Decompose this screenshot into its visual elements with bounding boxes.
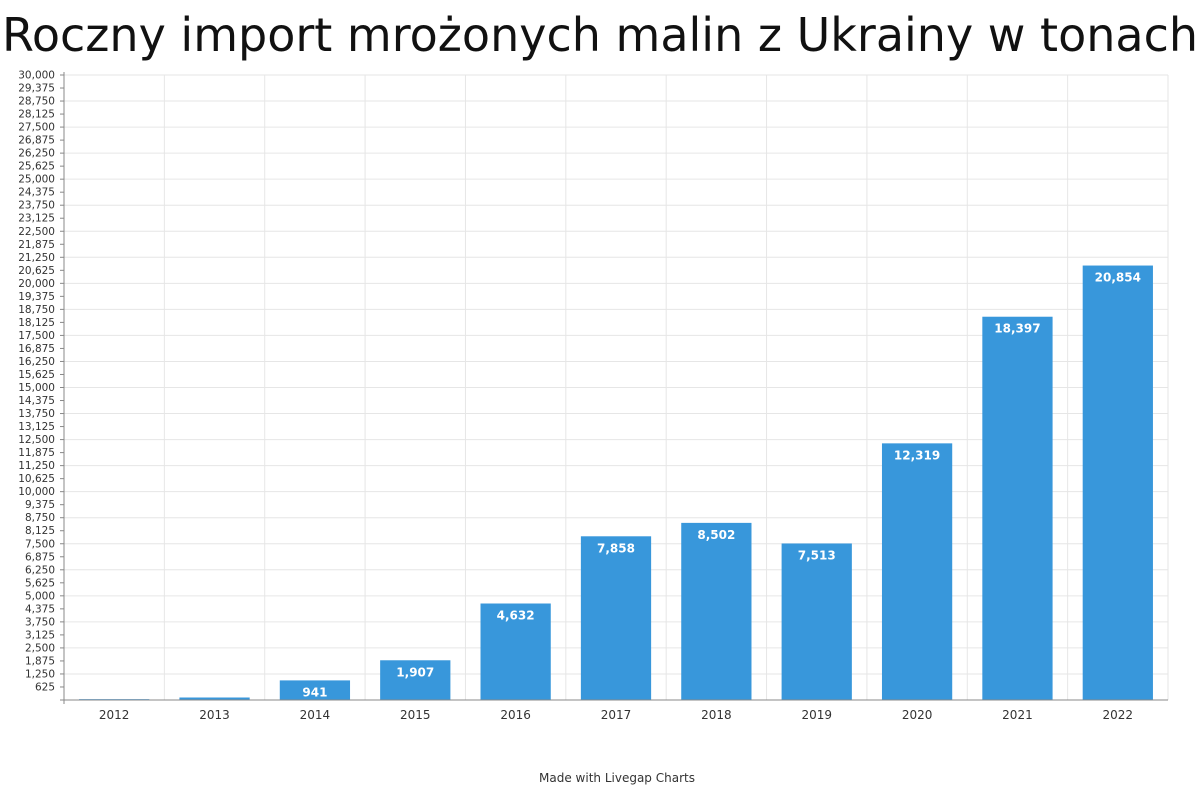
bar (380, 660, 451, 700)
y-tick-label: 18,125 (18, 317, 55, 329)
x-tick-label: 2016 (500, 708, 531, 722)
y-tick-label: 26,875 (18, 135, 55, 147)
y-tick-label: 26,250 (18, 148, 55, 160)
data-label: 1,907 (396, 665, 434, 679)
y-tick-label: 20,625 (18, 265, 55, 277)
y-tick-label: 21,875 (18, 239, 55, 251)
y-tick-label: 9,375 (25, 499, 55, 511)
y-tick-label: 27,500 (18, 122, 55, 134)
y-tick-label: 11,875 (18, 447, 55, 459)
y-tick-label: 6,250 (25, 564, 55, 576)
bar (781, 543, 852, 700)
y-tick-label: 6,875 (25, 551, 55, 563)
y-tick-label: 28,750 (18, 96, 55, 108)
y-tick-label: 17,500 (18, 330, 55, 342)
data-label: 4,632 (497, 609, 535, 623)
x-tick-label: 2013 (199, 708, 230, 722)
y-tick-label: 1,875 (25, 655, 55, 667)
y-tick-label: 24,375 (18, 187, 55, 199)
y-tick-label: 25,625 (18, 161, 55, 173)
x-tick-label: 2017 (601, 708, 632, 722)
x-tick-label: 2021 (1002, 708, 1033, 722)
bar (179, 697, 250, 700)
bar (480, 603, 551, 700)
x-tick-label: 2014 (300, 708, 331, 722)
data-label: 12,319 (894, 448, 940, 462)
data-labels: 941 1,907 4,632 7,858 8,502 7,513 12,319 18,397… (302, 271, 1141, 700)
y-tick-label: 5,000 (25, 590, 55, 602)
y-tick-label: 8,125 (25, 525, 55, 537)
y-tick-label: 20,000 (18, 278, 55, 290)
y-tick-label: 14,375 (18, 395, 55, 407)
data-label: 7,513 (798, 548, 836, 562)
y-tick-label: 22,500 (18, 226, 55, 238)
data-label: 7,858 (597, 541, 635, 555)
y-tick-label: 7,500 (25, 538, 55, 550)
y-tick-label: 16,250 (18, 356, 55, 368)
x-tick-label: 2022 (1103, 708, 1134, 722)
y-tick-label: 5,625 (25, 577, 55, 589)
y-tick-label: 13,125 (18, 421, 55, 433)
y-tick-label: 13,750 (18, 408, 55, 420)
data-label: 8,502 (697, 528, 735, 542)
y-tick-label: 19,375 (18, 291, 55, 303)
bar (1082, 265, 1153, 700)
bar (881, 443, 953, 700)
x-tick-label: 2019 (801, 708, 832, 722)
bar (681, 522, 752, 700)
x-tick-label: 2015 (400, 708, 431, 722)
y-tick-label: 2,500 (25, 642, 55, 654)
x-tick-label: 2020 (902, 708, 933, 722)
y-tick-label: 23,750 (18, 200, 55, 212)
y-tick-label: 23,125 (18, 213, 55, 225)
y-tick-label: 18,750 (18, 304, 55, 316)
y-tick-label: 12,500 (18, 434, 55, 446)
y-tick-label: 29,375 (18, 83, 55, 95)
x-tick-label: 2018 (701, 708, 732, 722)
y-tick-label: 15,625 (18, 369, 55, 381)
y-tick-label: 25,000 (18, 174, 55, 186)
x-tick-labels: 2012 2013 2014 2015 2016 2017 2018 2019 2020 2021… (99, 708, 1133, 722)
y-tick-label: 30,000 (18, 70, 55, 82)
y-tick-label: 625 (35, 681, 55, 693)
y-tick-label: 28,125 (18, 109, 55, 121)
y-tick-label: 10,000 (18, 486, 55, 498)
y-tick-label: 21,250 (18, 252, 55, 264)
data-label: 941 (302, 685, 327, 699)
y-tick-labels: 6251,2501,8752,5003,1253,7504,3755,0005,… (18, 70, 55, 694)
y-tick-label: 4,375 (25, 603, 55, 615)
axes (60, 72, 1168, 704)
y-tick-label: 11,250 (18, 460, 55, 472)
y-tick-label: 15,000 (18, 382, 55, 394)
bar (982, 316, 1053, 700)
y-tick-label: 16,875 (18, 343, 55, 355)
bar (279, 680, 351, 700)
y-tick-label: 3,125 (25, 629, 55, 641)
y-tick-label: 3,750 (25, 616, 55, 628)
data-label: 20,854 (1095, 271, 1141, 285)
footer-credit: Made with Livegap Charts (539, 771, 695, 785)
y-tick-label: 8,750 (25, 512, 55, 524)
data-label: 18,397 (994, 322, 1040, 336)
y-tick-label: 1,250 (25, 668, 55, 680)
chart-title: Roczny import mrożonych malin z Ukrainy … (1, 8, 1199, 62)
bars (79, 265, 1153, 701)
x-tick-label: 2012 (99, 708, 130, 722)
bar (580, 536, 652, 700)
y-tick-label: 10,625 (18, 473, 55, 485)
